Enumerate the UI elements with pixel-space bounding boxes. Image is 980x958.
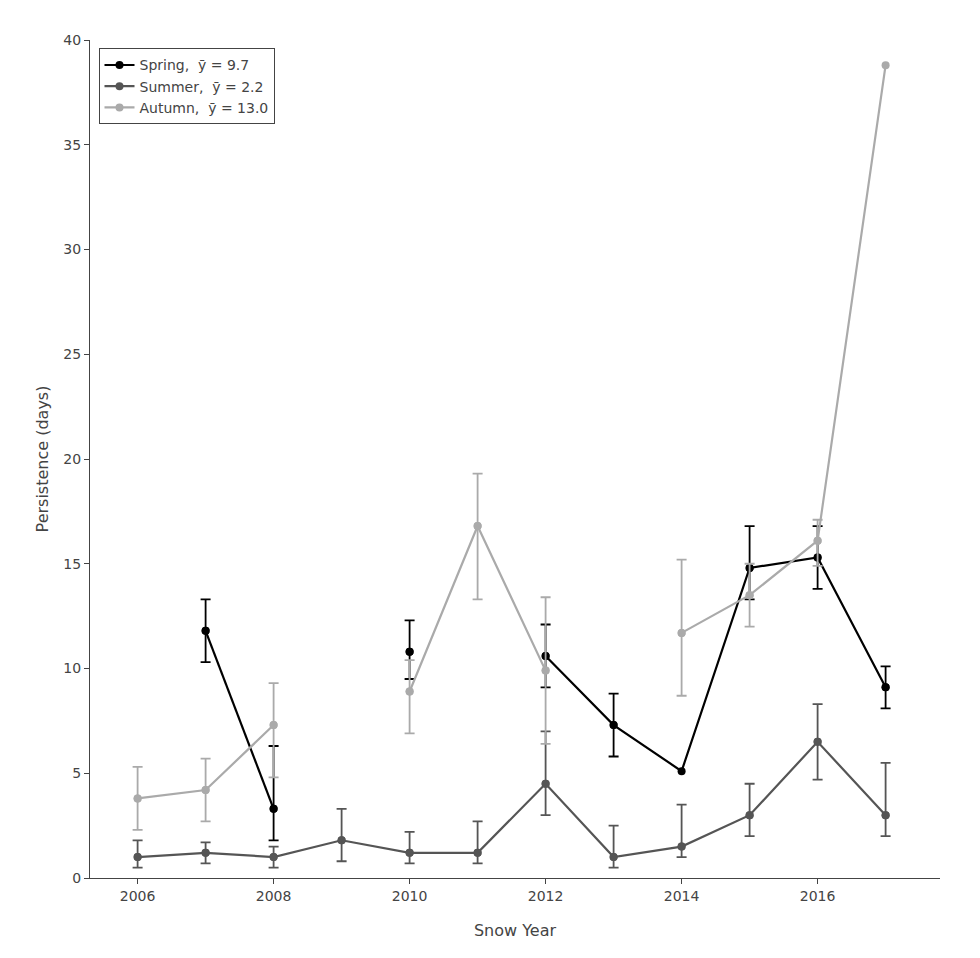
svg-text:2010: 2010 <box>392 888 428 904</box>
svg-text:25: 25 <box>63 346 81 362</box>
svg-text:Autumn, ȳ = 13.0: Autumn, ȳ = 13.0 <box>140 100 269 116</box>
svg-text:Summer, ȳ = 2.2: Summer, ȳ = 2.2 <box>140 79 264 95</box>
svg-text:2012: 2012 <box>528 888 564 904</box>
svg-text:10: 10 <box>63 660 81 676</box>
svg-text:2006: 2006 <box>120 888 156 904</box>
svg-text:2008: 2008 <box>256 888 292 904</box>
svg-text:15: 15 <box>63 556 81 572</box>
svg-text:40: 40 <box>63 32 81 48</box>
svg-text:35: 35 <box>63 137 81 153</box>
svg-text:20: 20 <box>63 451 81 467</box>
svg-text:0: 0 <box>72 870 81 886</box>
svg-text:30: 30 <box>63 241 81 257</box>
svg-text:Persistence (days): Persistence (days) <box>33 386 52 533</box>
svg-text:5: 5 <box>72 765 81 781</box>
svg-text:2016: 2016 <box>800 888 836 904</box>
svg-text:Snow Year: Snow Year <box>474 921 557 940</box>
svg-text:Spring, ȳ = 9.7: Spring, ȳ = 9.7 <box>140 57 250 73</box>
svg-text:2014: 2014 <box>664 888 700 904</box>
